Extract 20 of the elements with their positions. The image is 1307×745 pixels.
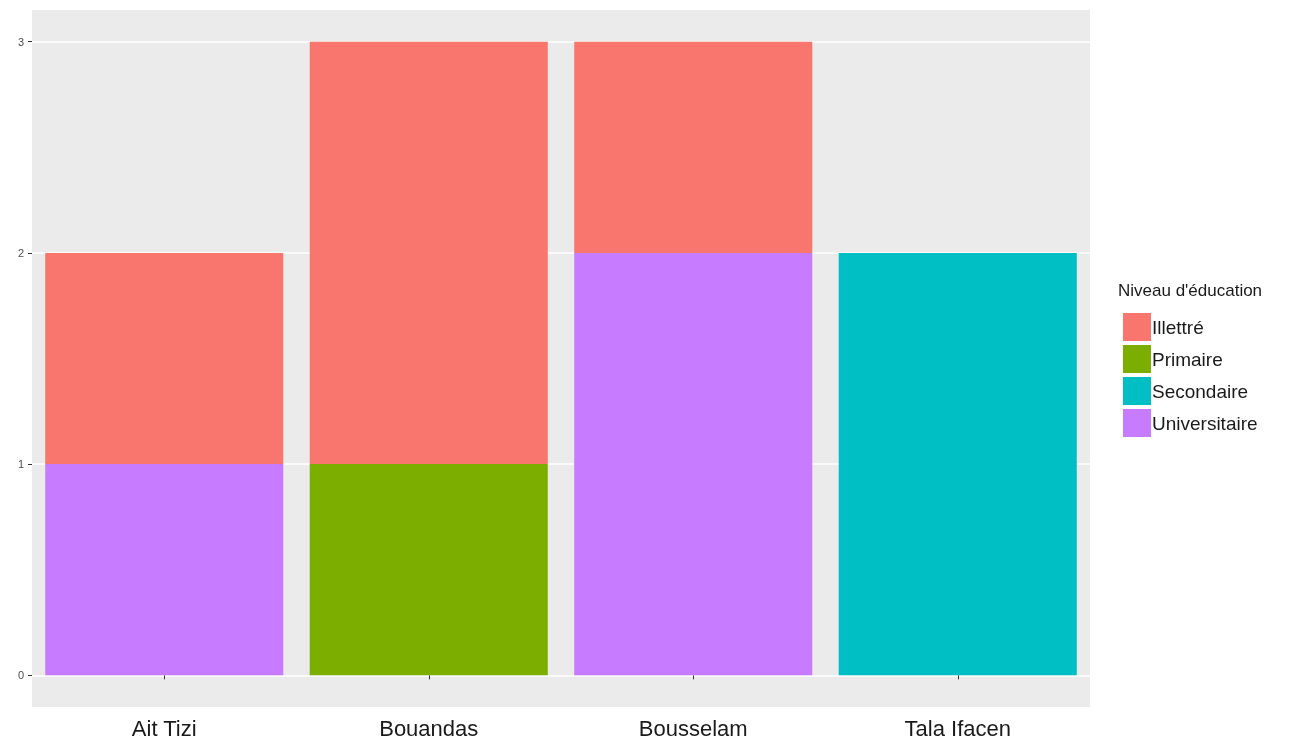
x-tick-label: Tala Ifacen <box>904 715 1011 741</box>
y-tick-label: 3 <box>17 35 24 48</box>
y-tick-label: 1 <box>17 458 24 471</box>
bar <box>45 464 284 676</box>
legend-label: Illettré <box>1152 316 1204 338</box>
bar <box>45 252 284 465</box>
y-tick-label: 0 <box>17 669 24 682</box>
legend-label: Secondaire <box>1152 380 1249 402</box>
bar <box>574 41 813 253</box>
bar <box>309 464 548 676</box>
legend-label: Universitaire <box>1152 412 1258 434</box>
x-tick-label: Bousselam <box>638 715 748 741</box>
bar <box>309 41 548 465</box>
legend-title: Niveau d'éducation <box>1118 281 1263 300</box>
bar <box>838 252 1077 676</box>
legend-label: Primaire <box>1152 348 1223 370</box>
y-tick-label: 2 <box>17 246 24 259</box>
bar <box>574 252 813 676</box>
x-tick-label: Bouandas <box>379 715 479 741</box>
x-tick-label: Ait Tizi <box>131 715 197 741</box>
